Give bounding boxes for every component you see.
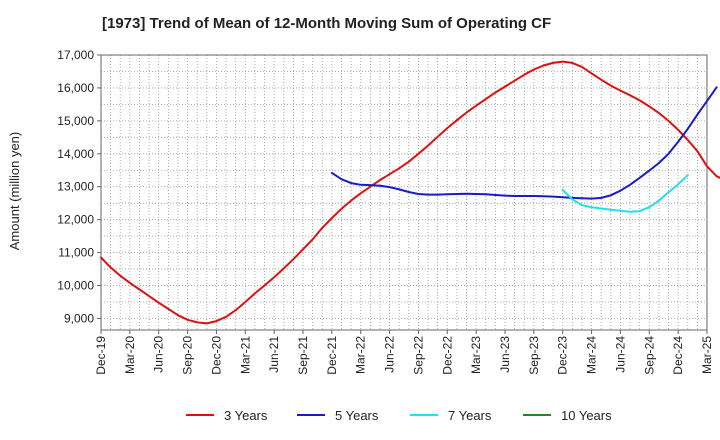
plot-area (100, 54, 708, 331)
y-axis-label: Amount (million yen) (7, 132, 22, 251)
series-line-3-years (100, 60, 720, 325)
x-tick-label: Jun-24 (613, 336, 627, 373)
y-tick-label: 13,000 (57, 180, 94, 194)
y-tick-label: 15,000 (57, 114, 94, 128)
x-tick-label: Jun-22 (383, 336, 397, 373)
x-tick-label: Dec-23 (556, 336, 570, 375)
y-axis-ticks: 9,000 10,000 11,000 12,000 13,000 14,000 15,00… (57, 48, 101, 325)
chart-title: [1973] Trend of Mean of 12-Month Moving … (102, 15, 551, 32)
series-line-5-years (330, 86, 718, 200)
legend-label: 5 Years (335, 408, 379, 423)
x-tick-label: Dec-20 (209, 336, 223, 375)
legend-label: 10 Years (561, 408, 612, 423)
x-tick-label: Sep-21 (296, 336, 310, 375)
x-tick-label: Dec-19 (94, 336, 108, 375)
y-tick-label: 16,000 (57, 81, 94, 95)
x-tick-label: Dec-22 (440, 336, 454, 375)
x-tick-label: Mar-20 (123, 336, 137, 374)
y-tick-label: 11,000 (58, 246, 94, 260)
y-tick-label: 14,000 (57, 147, 94, 161)
x-tick-label: Mar-21 (238, 336, 252, 374)
grid-lines (101, 55, 707, 330)
x-tick-label: Sep-20 (181, 336, 195, 375)
x-tick-label: Jun-20 (152, 336, 166, 373)
series-lines (100, 60, 720, 325)
legend-label: 7 Years (448, 408, 492, 423)
x-tick-label: Sep-24 (642, 336, 656, 375)
series-line-7-years (561, 174, 689, 213)
legend-label: 3 Years (224, 408, 268, 423)
y-tick-label: 10,000 (57, 279, 94, 293)
x-tick-label: Sep-23 (527, 336, 541, 375)
x-axis-ticks: Dec-19 Mar-20 Jun-20 Sep-20 Dec-20 Mar-21 Jun-… (94, 330, 714, 375)
x-tick-label: Jun-23 (498, 336, 512, 373)
legend: 3 Years 5 Years 7 Years 10 Years (186, 408, 612, 423)
y-tick-label: 17,000 (57, 48, 94, 62)
x-tick-label: Mar-24 (585, 336, 599, 374)
x-tick-label: Mar-23 (469, 336, 483, 374)
x-tick-label: Sep-22 (411, 336, 425, 375)
x-tick-label: Dec-24 (671, 336, 685, 375)
y-tick-label: 9,000 (64, 311, 94, 325)
x-tick-label: Jun-21 (267, 336, 281, 373)
x-tick-label: Dec-21 (325, 336, 339, 375)
x-tick-label: Mar-25 (700, 336, 714, 374)
y-tick-label: 12,000 (57, 213, 94, 227)
x-tick-label: Mar-22 (354, 336, 368, 374)
